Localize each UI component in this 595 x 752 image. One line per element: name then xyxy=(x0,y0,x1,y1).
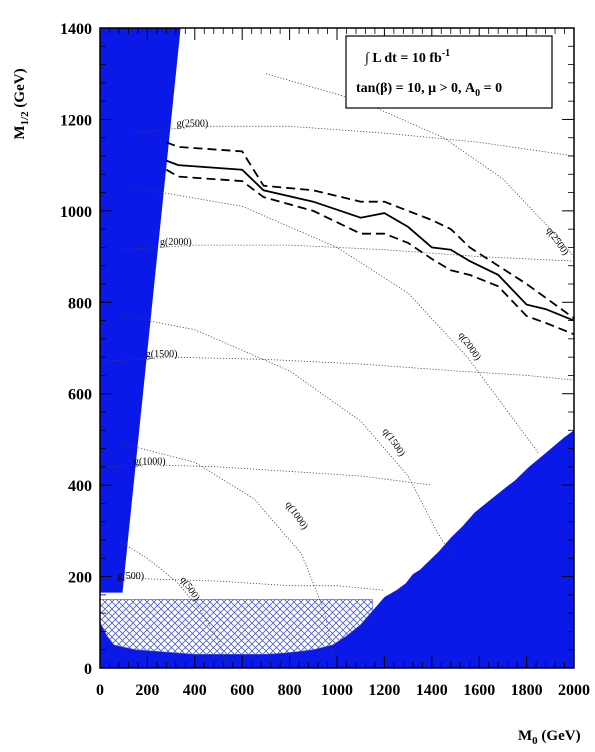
lep-excluded-hatch xyxy=(100,599,373,655)
y-tick-label: 1400 xyxy=(60,21,92,38)
y-axis-ticks: 0 200 400 600 800 1000 1200 1400 xyxy=(60,21,574,678)
contour-g(1000) xyxy=(100,464,432,486)
y-tick-label: 800 xyxy=(68,295,92,312)
legend-box: ∫ L dt = 10 fb-1 tan(β) = 10, μ > 0, A0 … xyxy=(345,35,553,109)
excluded-regions xyxy=(100,28,574,668)
contour-g(2000) xyxy=(123,244,574,262)
contour-label: g(1000) xyxy=(134,457,166,468)
legend-luminosity: ∫ L dt = 10 fb-1 xyxy=(364,48,450,66)
left-theory-excluded-region xyxy=(100,28,181,593)
contour-label: g(2500) xyxy=(177,118,209,129)
reach-curve-solid-0 xyxy=(166,159,574,322)
y-tick-label: 0 xyxy=(84,661,92,678)
contour-label: q(500) xyxy=(178,575,202,603)
y-tick-label: 200 xyxy=(68,570,92,587)
y-tick-label: 400 xyxy=(68,478,92,495)
y-tick-label: 1200 xyxy=(60,112,92,129)
contour-label: g(2000) xyxy=(160,237,192,248)
y-tick-label: 600 xyxy=(68,387,92,404)
x-tick-label: 1000 xyxy=(321,682,353,699)
x-tick-label: 1400 xyxy=(416,682,448,699)
contour-q(500) xyxy=(121,541,229,668)
y-axis-title: M1/2 (GeV) xyxy=(12,68,31,139)
x-tick-label: 600 xyxy=(230,682,254,699)
right-theory-excluded-region xyxy=(265,430,574,668)
bottom-excluded-region xyxy=(100,610,373,668)
reach-curves xyxy=(165,141,574,336)
contour-g(1500) xyxy=(100,356,574,381)
x-tick-label: 800 xyxy=(278,682,302,699)
contour-q(1500) xyxy=(123,315,452,554)
contour-q(2500) xyxy=(265,73,574,257)
contour-label: q(2000) xyxy=(456,330,483,362)
reach-curve-dashed-2 xyxy=(165,168,574,336)
contour-lines xyxy=(100,73,574,668)
contour-label: q(2500) xyxy=(543,225,570,257)
contour-g(500) xyxy=(100,576,385,591)
x-tick-label: 200 xyxy=(135,682,159,699)
x-tick-label: 400 xyxy=(183,682,207,699)
contour-q(2000) xyxy=(135,187,539,454)
x-tick-label: 1800 xyxy=(511,682,543,699)
contour-label: g(1500) xyxy=(146,349,178,360)
x-tick-label: 1600 xyxy=(463,682,495,699)
x-axis-ticks: 0 200 400 600 800 1000 1200 1400 1600 1800 2000 xyxy=(96,28,590,699)
x-tick-label: 0 xyxy=(96,682,104,699)
y-tick-label: 1000 xyxy=(60,204,92,221)
reach-curve-dashed-1 xyxy=(166,141,574,320)
contour-label: g(500) xyxy=(117,571,144,582)
contour-q(1000) xyxy=(123,443,335,668)
x-axis-title: M0 (GeV) xyxy=(518,728,581,747)
x-tick-label: 1200 xyxy=(368,682,400,699)
x-tick-label: 2000 xyxy=(558,682,590,699)
contour-g(2500) xyxy=(135,125,574,157)
contour-label: q(1000) xyxy=(283,500,310,532)
legend-parameters: tan(β) = 10, μ > 0, A0 = 0 xyxy=(356,81,502,99)
contour-label: q(1500) xyxy=(380,426,407,458)
